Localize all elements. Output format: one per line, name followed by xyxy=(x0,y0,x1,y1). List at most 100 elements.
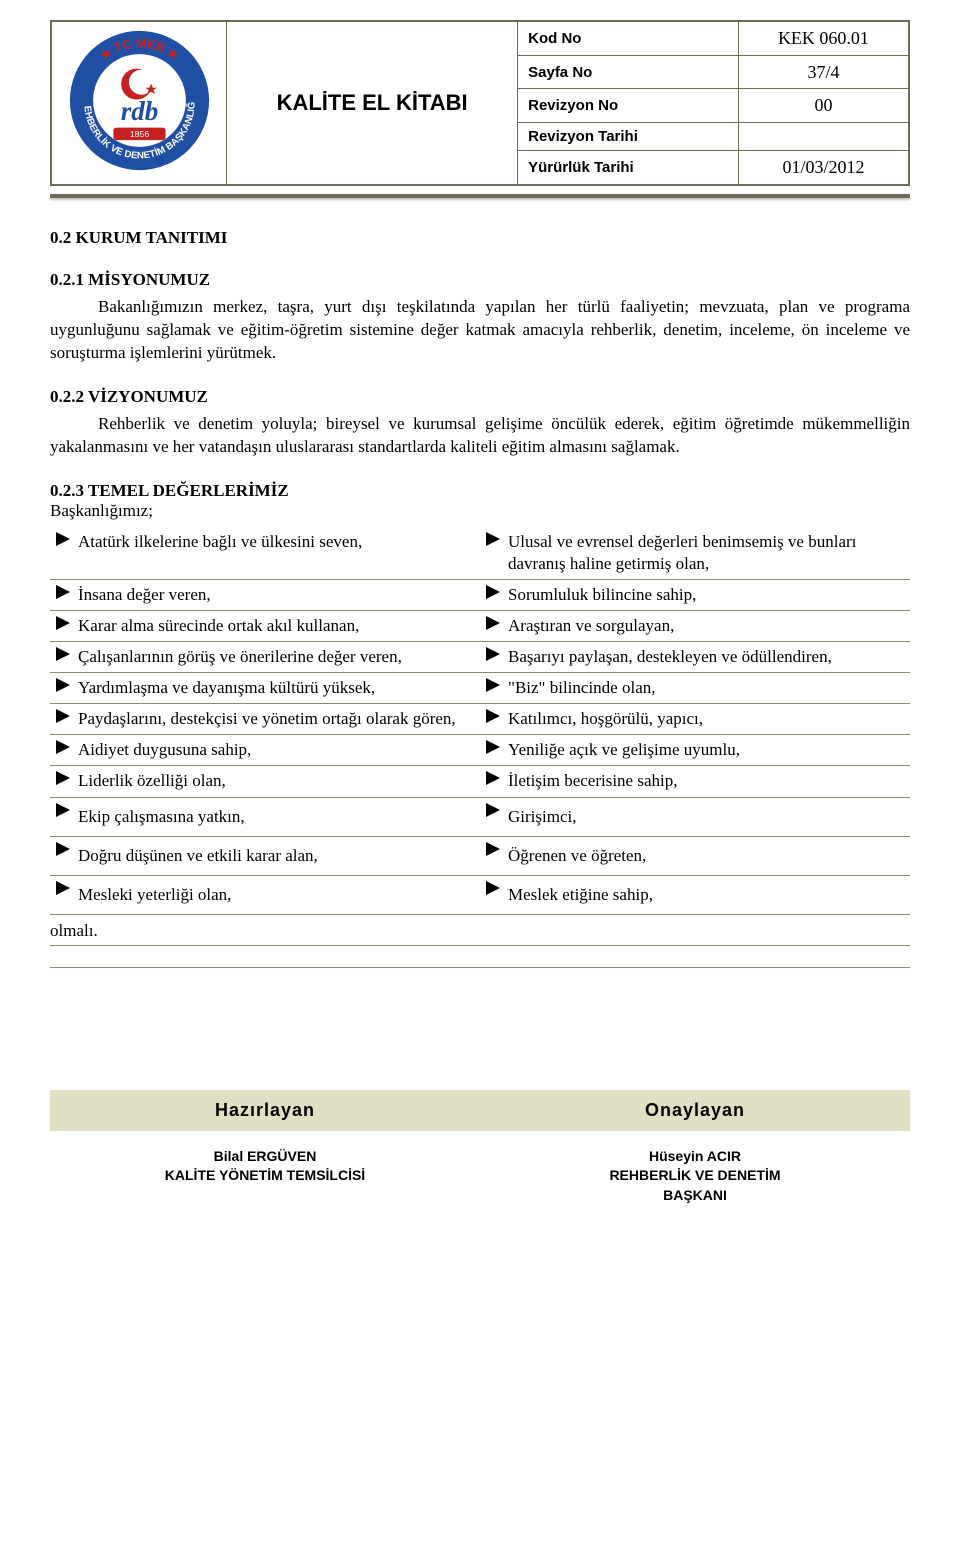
bullet-arrow-icon xyxy=(56,771,70,785)
value-cell-right: Başarıyı paylaşan, destekleyen ve ödülle… xyxy=(480,642,910,673)
value-text: Mesleki yeterliği olan, xyxy=(78,885,231,904)
footer-right-block: Hüseyin ACIR REHBERLİK VE DENETİM BAŞKAN… xyxy=(480,1147,910,1206)
value-cell-right: Katılımcı, hoşgörülü, yapıcı, xyxy=(480,704,910,735)
heading-vizyon: 0.2.2 VİZYONUMUZ xyxy=(50,387,910,407)
meta-value-effdate: 01/03/2012 xyxy=(738,151,909,185)
meta-label-revdate: Revizyon Tarihi xyxy=(518,122,739,150)
document-title: KALİTE EL KİTABI xyxy=(227,21,518,185)
bullet-arrow-icon xyxy=(486,532,500,546)
meta-value-revdate xyxy=(738,122,909,150)
bullet-arrow-icon xyxy=(56,803,70,817)
logo-cell: ★ TC MEB ★ REHBERLİK VE DENETİM BAŞKANLI… xyxy=(51,21,227,185)
svg-text:rdb: rdb xyxy=(120,96,158,126)
meta-value-revno: 00 xyxy=(738,89,909,123)
bullet-arrow-icon xyxy=(56,881,70,895)
bullet-arrow-icon xyxy=(56,585,70,599)
degerler-subline: Başkanlığımız; xyxy=(50,501,910,521)
value-cell-right: Girişimci, xyxy=(480,797,910,836)
value-text: Meslek etiğine sahip, xyxy=(508,885,653,904)
footer-left-block: Bilal ERGÜVEN KALİTE YÖNETİM TEMSİLCİSİ xyxy=(50,1147,480,1206)
bullet-arrow-icon xyxy=(56,647,70,661)
footer-right-title-1: REHBERLİK VE DENETİM xyxy=(480,1166,910,1186)
heading-kurum-tanitimi: 0.2 KURUM TANITIMI xyxy=(50,228,910,248)
svg-text:1856: 1856 xyxy=(129,129,148,139)
bullet-arrow-icon xyxy=(486,740,500,754)
meta-value-sayfa: 37/4 xyxy=(738,55,909,89)
value-cell-right: Öğrenen ve öğreten, xyxy=(480,836,910,875)
value-text: Yardımlaşma ve dayanışma kültürü yüksek, xyxy=(78,678,375,697)
value-text: Girişimci, xyxy=(508,807,576,826)
value-text: Sorumluluk bilincine sahip, xyxy=(508,585,696,604)
footer-right-name: Hüseyin ACIR xyxy=(480,1147,910,1167)
value-cell-left: Yardımlaşma ve dayanışma kültürü yüksek, xyxy=(50,673,480,704)
value-cell-left: Aidiyet duygusuna sahip, xyxy=(50,735,480,766)
footer-band: Hazırlayan Onaylayan xyxy=(50,1090,910,1131)
footer-names: Bilal ERGÜVEN KALİTE YÖNETİM TEMSİLCİSİ … xyxy=(50,1147,910,1206)
bullet-arrow-icon xyxy=(56,842,70,856)
value-cell-left: Doğru düşünen ve etkili karar alan, xyxy=(50,836,480,875)
value-text: Araştıran ve sorgulayan, xyxy=(508,616,674,635)
meta-value-kod: KEK 060.01 xyxy=(738,21,909,55)
bullet-arrow-icon xyxy=(486,803,500,817)
value-text: Katılımcı, hoşgörülü, yapıcı, xyxy=(508,709,703,728)
value-cell-left: Karar alma sürecinde ortak akıl kullanan… xyxy=(50,610,480,641)
value-cell-right: Yeniliğe açık ve gelişime uyumlu, xyxy=(480,735,910,766)
value-text: İnsana değer veren, xyxy=(78,585,211,604)
footer-left-name: Bilal ERGÜVEN xyxy=(50,1147,480,1167)
value-cell-right: İletişim becerisine sahip, xyxy=(480,766,910,797)
heading-degerler: 0.2.3 TEMEL DEĞERLERİMİZ xyxy=(50,481,910,501)
footer-left-title: KALİTE YÖNETİM TEMSİLCİSİ xyxy=(50,1166,480,1186)
value-cell-left: Liderlik özelliği olan, xyxy=(50,766,480,797)
extra-rule-1 xyxy=(50,946,910,968)
value-text: Paydaşlarını, destekçisi ve yönetim orta… xyxy=(78,709,456,728)
value-cell-right: Araştıran ve sorgulayan, xyxy=(480,610,910,641)
value-text: "Biz" bilincinde olan, xyxy=(508,678,656,697)
bullet-arrow-icon xyxy=(56,616,70,630)
value-text: Ulusal ve evrensel değerleri benimsemiş … xyxy=(508,532,856,573)
extra-rule-2 xyxy=(50,968,910,990)
bullet-arrow-icon xyxy=(486,647,500,661)
value-cell-left: Ekip çalışmasına yatkın, xyxy=(50,797,480,836)
bullet-arrow-icon xyxy=(486,842,500,856)
value-text: Başarıyı paylaşan, destekleyen ve ödülle… xyxy=(508,647,832,666)
document-header-table: ★ TC MEB ★ REHBERLİK VE DENETİM BAŞKANLI… xyxy=(50,20,910,186)
value-cell-left: Çalışanlarının görüş ve önerilerine değe… xyxy=(50,642,480,673)
value-text: Doğru düşünen ve etkili karar alan, xyxy=(78,846,318,865)
value-cell-left: Mesleki yeterliği olan, xyxy=(50,875,480,914)
value-cell-right: Sorumluluk bilincine sahip, xyxy=(480,579,910,610)
bullet-arrow-icon xyxy=(56,678,70,692)
meta-label-kod: Kod No xyxy=(518,21,739,55)
values-closing: olmalı. xyxy=(50,917,910,946)
meta-label-effdate: Yürürlük Tarihi xyxy=(518,151,739,185)
heading-misyon: 0.2.1 MİSYONUMUZ xyxy=(50,270,910,290)
footer-right-title-2: BAŞKANI xyxy=(480,1186,910,1206)
values-table: Atatürk ilkelerine bağlı ve ülkesini sev… xyxy=(50,527,910,915)
header-divider xyxy=(50,194,910,198)
value-text: Ekip çalışmasına yatkın, xyxy=(78,807,245,826)
bullet-arrow-icon xyxy=(56,532,70,546)
meta-label-sayfa: Sayfa No xyxy=(518,55,739,89)
footer-heading-right: Onaylayan xyxy=(480,1100,910,1121)
org-logo: ★ TC MEB ★ REHBERLİK VE DENETİM BAŞKANLI… xyxy=(67,28,212,173)
value-cell-left: İnsana değer veren, xyxy=(50,579,480,610)
bullet-arrow-icon xyxy=(486,881,500,895)
bullet-arrow-icon xyxy=(486,771,500,785)
meta-label-revno: Revizyon No xyxy=(518,89,739,123)
value-text: Yeniliğe açık ve gelişime uyumlu, xyxy=(508,740,740,759)
bullet-arrow-icon xyxy=(56,740,70,754)
value-cell-right: Meslek etiğine sahip, xyxy=(480,875,910,914)
footer-heading-left: Hazırlayan xyxy=(50,1100,480,1121)
paragraph-vizyon: Rehberlik ve denetim yoluyla; bireysel v… xyxy=(50,413,910,459)
bullet-arrow-icon xyxy=(486,585,500,599)
value-cell-left: Atatürk ilkelerine bağlı ve ülkesini sev… xyxy=(50,527,480,580)
value-cell-left: Paydaşlarını, destekçisi ve yönetim orta… xyxy=(50,704,480,735)
value-text: İletişim becerisine sahip, xyxy=(508,771,677,790)
value-text: Çalışanlarının görüş ve önerilerine değe… xyxy=(78,647,402,666)
value-text: Aidiyet duygusuna sahip, xyxy=(78,740,251,759)
value-cell-right: "Biz" bilincinde olan, xyxy=(480,673,910,704)
bullet-arrow-icon xyxy=(56,709,70,723)
value-text: Karar alma sürecinde ortak akıl kullanan… xyxy=(78,616,359,635)
bullet-arrow-icon xyxy=(486,678,500,692)
value-text: Liderlik özelliği olan, xyxy=(78,771,226,790)
bullet-arrow-icon xyxy=(486,709,500,723)
